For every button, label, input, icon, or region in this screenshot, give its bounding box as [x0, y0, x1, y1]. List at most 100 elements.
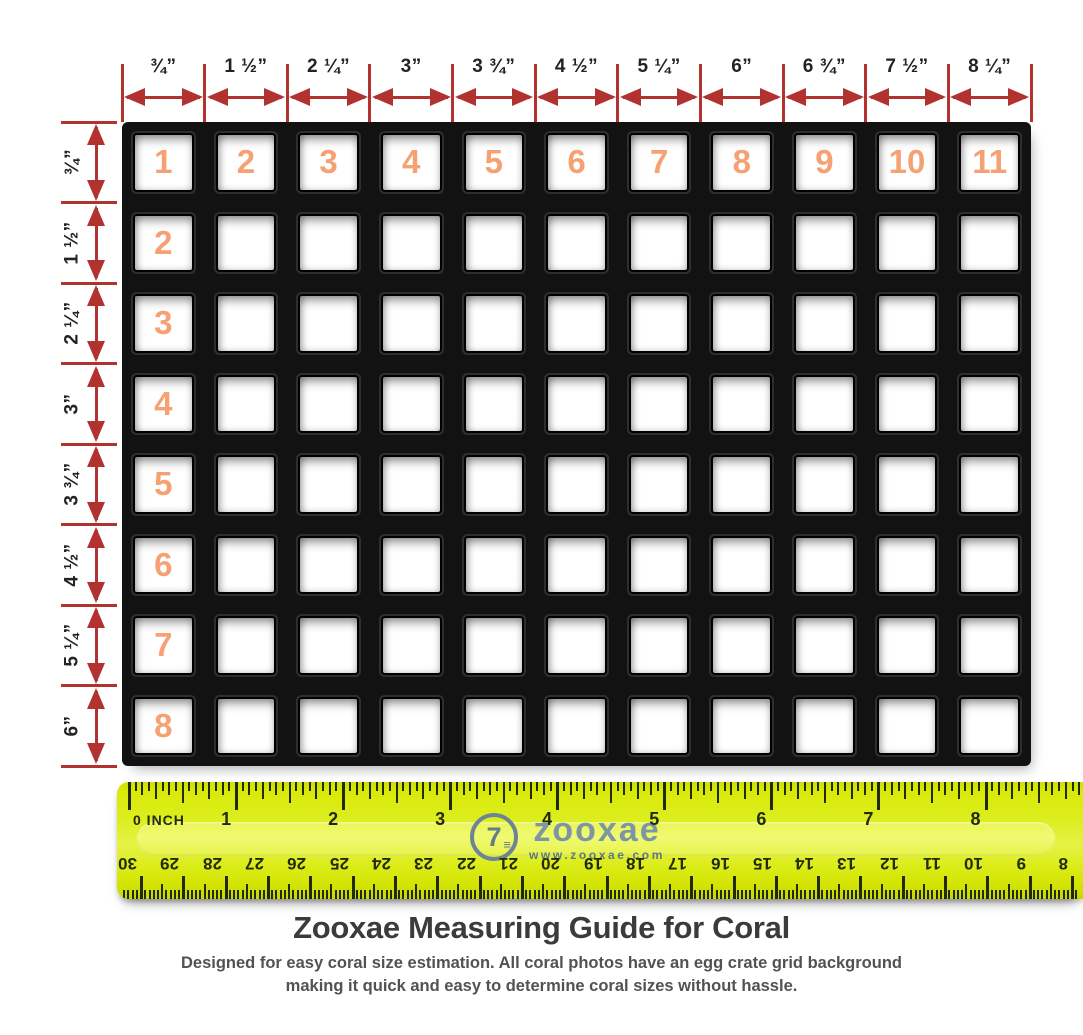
grid-cell — [796, 537, 853, 592]
grid-cell — [878, 376, 936, 431]
ruler-cm-tick — [300, 890, 303, 899]
left-measurement-label-text: 6” — [61, 715, 83, 737]
grid-cell — [300, 537, 357, 592]
ruler-cm-tick — [762, 890, 765, 899]
arrowhead-up-icon — [87, 687, 105, 709]
ruler-cm-label: 23 — [414, 854, 434, 873]
ruler-cm-tick — [694, 890, 697, 899]
grid-cell — [713, 537, 771, 592]
ruler-cm-tick — [135, 890, 138, 899]
ruler-inch-tick — [161, 782, 164, 791]
grid-cell — [217, 215, 275, 270]
ruler-cm-tick — [817, 876, 821, 899]
top-measurement-label: 6” — [731, 56, 753, 77]
ruler-inch-tick — [1044, 782, 1047, 791]
top-measurement-segment: ¾” — [122, 56, 205, 122]
cell-number: 3 — [154, 304, 173, 342]
ruler-cm-label: 19 — [583, 854, 603, 873]
ruler-inch-tick — [743, 782, 746, 799]
grid-cell — [382, 698, 440, 753]
ruler-cm-label: 17 — [668, 854, 688, 873]
ruler-cm-tick — [1041, 890, 1044, 899]
ruler-inch-tick — [201, 782, 204, 791]
ruler-cm-tick — [220, 890, 223, 899]
ruler-cm-tick — [880, 884, 883, 899]
ruler-cm-tick — [516, 890, 519, 899]
cell-number: 4 — [154, 384, 173, 422]
arrowhead-down-icon — [87, 340, 105, 362]
grid-cell — [630, 537, 688, 592]
ruler-cm-tick — [749, 890, 752, 899]
arrowhead-up-icon — [87, 446, 105, 467]
ruler-inch-tick — [268, 782, 271, 791]
left-measurement-label-text: 3 ¾” — [62, 462, 84, 506]
grid-cell: 6 — [135, 537, 192, 592]
grid-cell — [548, 215, 605, 270]
ruler-inch-tick — [877, 782, 881, 810]
ruler-inch-label: 6 — [756, 809, 767, 829]
double-arrow-shaft — [953, 96, 1026, 99]
ruler-cm-label: 26 — [287, 854, 307, 873]
ruler-cm-tick — [309, 876, 313, 899]
ruler-inch-tick — [1031, 782, 1034, 791]
ruler-cm-tick — [542, 884, 544, 899]
ruler-cm-tick — [673, 890, 676, 899]
ruler-cm-tick — [948, 890, 951, 899]
ruler-cm-tick — [685, 890, 688, 899]
ruler-cm-tick — [597, 890, 600, 899]
subtitle-line: Designed for easy coral size estimation.… — [181, 954, 902, 972]
ruler-cm-tick — [423, 890, 426, 899]
top-measurement-axis: ¾” 1 ½” 2 ¼” 3” 3 ¾” 4 ½” 5 ¼” 6” 6 ¾” 7 ½” 8 ¼” — [120, 56, 1033, 122]
ruler-cm-tick — [474, 890, 477, 899]
ruler-cm-tick — [224, 876, 228, 899]
ruler-cm-tick — [1071, 876, 1074, 899]
grid-cell — [796, 296, 853, 351]
double-arrow-shaft — [374, 96, 448, 99]
ruler-inch-tick — [904, 782, 907, 799]
ruler-inch-tick — [148, 782, 151, 791]
ruler-inch-tick — [288, 782, 291, 803]
ruler-cm-tick — [753, 884, 756, 899]
ruler-inch-tick — [649, 782, 652, 795]
grid-cell — [713, 296, 771, 351]
ruler-cm-label: 16 — [710, 854, 730, 873]
grid-cell — [217, 537, 275, 592]
grid-cell — [217, 376, 275, 431]
double-arrow-shaft — [705, 96, 779, 99]
axis-tick — [533, 64, 537, 122]
ruler-inch-tick — [1064, 782, 1067, 799]
ruler-cm-tick — [851, 890, 853, 899]
ruler-cm-tick — [1024, 890, 1027, 899]
cell-number: 8 — [732, 143, 751, 181]
grid-cell — [300, 376, 357, 431]
grid-cell — [382, 215, 440, 270]
grid-cell — [630, 376, 688, 431]
ruler-inch-tick — [1024, 782, 1027, 795]
grid-cell — [630, 618, 688, 673]
arrowhead-up-icon — [87, 526, 105, 548]
ruler-cm-tick — [698, 890, 701, 899]
ruler-inch-tick — [763, 782, 766, 791]
top-measurement-segment: 6” — [700, 56, 783, 122]
axis-tick — [61, 684, 117, 687]
ruler-cm-tick — [863, 890, 866, 899]
ruler-inch-tick — [576, 782, 579, 791]
grid-cell — [630, 215, 688, 270]
ruler-cm-label: 30 — [118, 854, 137, 873]
ruler-inch-tick — [128, 782, 131, 810]
grid-cell — [465, 215, 523, 270]
ruler-inch-tick — [235, 782, 239, 810]
ruler-inch-label: 8 — [970, 809, 981, 829]
ruler-inch-tick — [997, 782, 1000, 795]
cell-number: 8 — [154, 706, 173, 744]
ruler-cm-tick — [728, 890, 731, 899]
ruler-inch-label: 1 — [221, 809, 232, 829]
ruler-cm-tick — [927, 890, 930, 899]
double-arrow-shaft — [95, 127, 98, 198]
left-measurement-label-text: 3” — [61, 393, 83, 415]
ruler-inch-tick — [757, 782, 759, 795]
cell-number: 1 — [154, 143, 173, 181]
ruler-cm-tick — [165, 890, 168, 899]
ruler-cm-tick — [872, 890, 875, 899]
ruler-cm-tick — [652, 890, 655, 899]
